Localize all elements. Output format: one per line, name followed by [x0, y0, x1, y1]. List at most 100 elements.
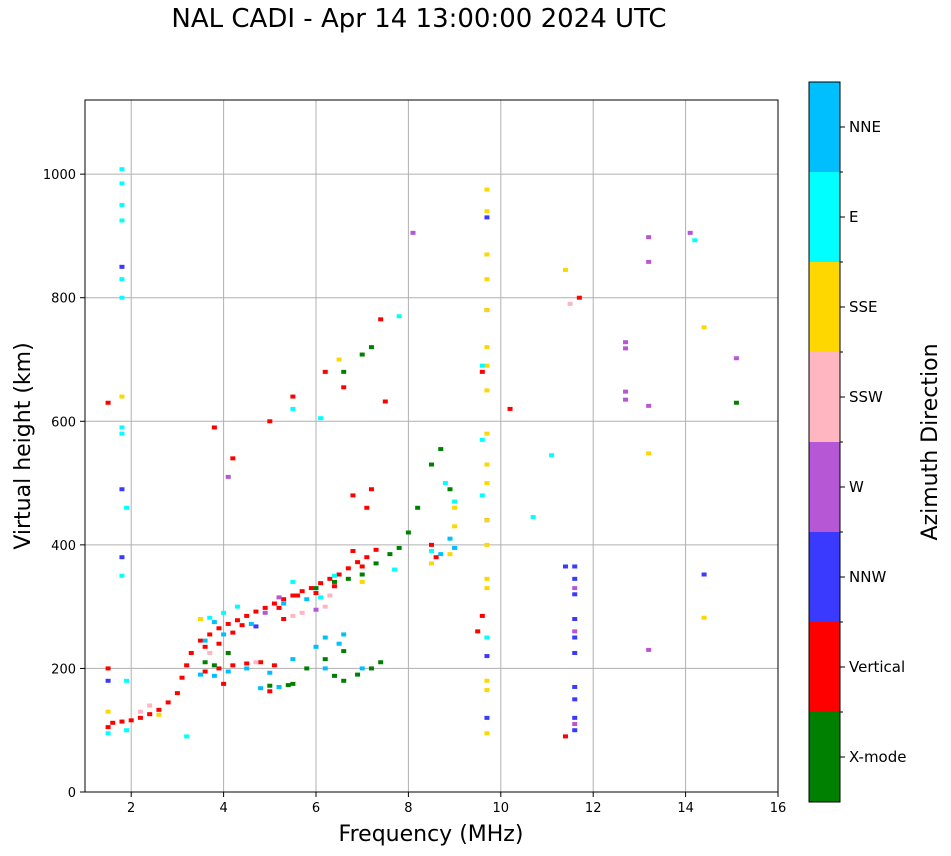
data-point-vertical	[244, 661, 250, 666]
data-point-vertical	[327, 576, 333, 581]
data-point-e	[429, 549, 434, 554]
data-point-nne	[281, 601, 287, 606]
data-point-vertical	[234, 618, 240, 623]
data-point-vertical	[378, 317, 384, 322]
data-point-vertical	[350, 493, 356, 498]
data-point-e	[124, 728, 130, 733]
colorbar-swatch-vertical	[809, 622, 840, 712]
data-point-vertical	[211, 425, 217, 430]
data-point-vertical	[318, 581, 324, 586]
data-point-vertical	[267, 689, 273, 694]
data-point-vertical	[198, 638, 203, 643]
data-point-e	[392, 567, 398, 572]
data-point-nne	[221, 632, 227, 637]
data-point-vertical	[202, 669, 208, 674]
x-tick-label: 6	[312, 801, 320, 816]
data-point-vertical	[262, 605, 268, 610]
data-point-x-mode	[447, 487, 453, 492]
data-point-vertical	[165, 700, 171, 705]
data-point-nne	[290, 657, 296, 662]
y-tick-label: 0	[68, 786, 76, 801]
data-point-sse	[484, 678, 490, 683]
data-point-ssw	[253, 660, 259, 665]
data-point-w	[572, 586, 578, 591]
data-point-nnw	[572, 650, 578, 655]
data-point-w	[646, 647, 652, 652]
data-point-nne	[276, 684, 282, 689]
data-point-sse	[452, 505, 458, 510]
data-point-e	[290, 579, 296, 584]
data-point-x-mode	[313, 586, 319, 591]
data-point-w	[623, 389, 629, 394]
data-point-sse	[156, 712, 162, 717]
data-point-x-mode	[290, 681, 296, 686]
data-point-ssw	[147, 703, 153, 708]
data-point-sse	[484, 209, 490, 214]
data-point-x-mode	[396, 545, 402, 550]
data-point-x-mode	[202, 660, 208, 665]
x-tick-label: 12	[585, 801, 602, 816]
data-point-e	[331, 573, 337, 578]
data-point-nnw	[119, 487, 125, 492]
data-point-nne	[248, 621, 254, 626]
y-tick-label: 400	[51, 539, 76, 554]
data-point-vertical	[299, 589, 305, 594]
data-point-sse	[484, 277, 490, 282]
data-point-vertical	[271, 663, 277, 668]
data-point-vertical	[364, 555, 370, 560]
data-point-ssw	[322, 604, 328, 609]
data-point-e	[119, 295, 125, 300]
colorbar-swatch-sse	[809, 262, 840, 352]
data-point-nne	[211, 673, 217, 678]
data-point-vertical	[188, 650, 194, 655]
y-axis-ticks: 0 200 400 600 800 1000	[43, 168, 85, 801]
data-point-w	[225, 474, 231, 479]
data-point-sse	[701, 615, 707, 620]
data-point-sse	[484, 731, 490, 736]
data-point-vertical	[267, 419, 273, 424]
data-point-vertical	[359, 564, 365, 569]
data-point-vertical	[382, 399, 388, 404]
data-point-vertical	[295, 593, 301, 598]
data-point-vertical	[350, 549, 356, 554]
colorbar-label-e: E	[849, 208, 858, 226]
data-point-x-mode	[355, 672, 361, 677]
data-point-vertical	[239, 623, 245, 628]
colorbar-label-ssw: SSW	[849, 388, 883, 406]
data-point-e	[124, 678, 130, 683]
data-point-sse	[452, 524, 458, 529]
data-point-e	[119, 203, 125, 208]
data-point-e	[396, 314, 402, 319]
data-point-w	[733, 356, 739, 361]
data-point-sse	[484, 542, 490, 547]
data-point-e	[318, 595, 324, 600]
data-point-x-mode	[341, 678, 347, 683]
colorbar-label-vertical: Vertical	[849, 658, 905, 676]
data-point-nne	[304, 597, 310, 602]
data-point-ssw	[327, 593, 333, 598]
data-point-vertical	[179, 675, 185, 680]
data-point-vertical	[271, 601, 277, 606]
data-point-vertical	[475, 629, 481, 634]
plot-border	[84, 99, 779, 793]
data-point-nnw	[105, 678, 111, 683]
data-point-nnw	[253, 624, 259, 629]
data-point-x-mode	[359, 352, 365, 357]
colorbar-swatch-nnw	[809, 532, 840, 622]
data-point-vertical	[105, 666, 111, 671]
data-point-vertical	[225, 621, 231, 626]
data-point-w	[276, 595, 282, 600]
y-axis-label: Virtual height (km)	[11, 342, 36, 549]
colorbar-swatch-nne	[809, 82, 840, 172]
data-point-nne	[211, 620, 217, 625]
data-point-vertical	[147, 712, 153, 717]
data-point-e	[479, 437, 485, 442]
data-point-vertical	[202, 644, 208, 649]
data-point-nnw	[572, 592, 578, 597]
data-point-nnw	[572, 576, 578, 581]
data-point-e	[692, 238, 698, 243]
data-point-nnw	[572, 635, 578, 640]
x-tick-label: 4	[219, 801, 227, 816]
data-point-e	[124, 505, 130, 510]
data-point-x-mode	[211, 663, 217, 668]
